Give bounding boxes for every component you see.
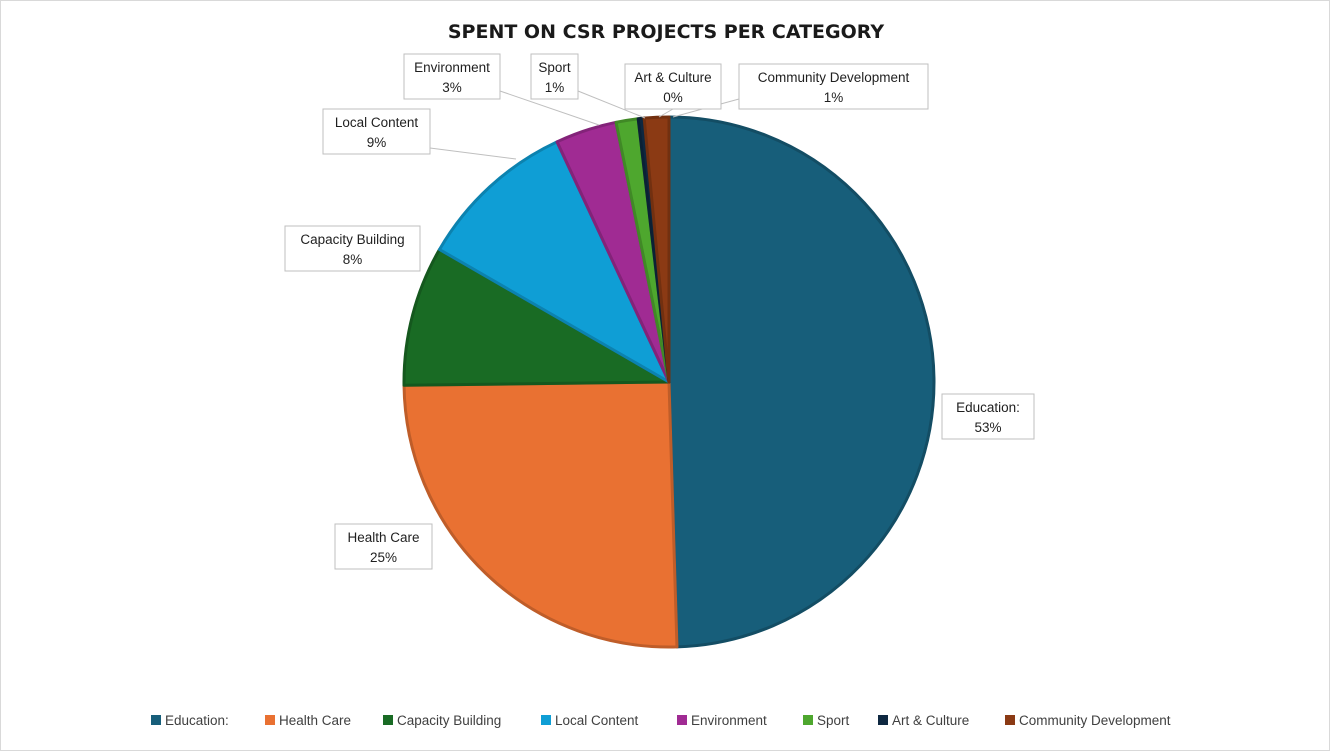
data-label-category: Environment	[414, 60, 490, 75]
legend-swatch	[803, 715, 813, 725]
data-label-category: Sport	[538, 60, 571, 75]
data-label-category: Education:	[956, 400, 1020, 415]
data-label-category: Local Content	[335, 115, 419, 130]
legend-label: Health Care	[279, 713, 351, 728]
labels-layer: Education: 53% Health Care 25% Capacity Buil…	[284, 53, 1035, 570]
data-label-value: 3%	[442, 80, 462, 95]
legend-item-community-development: Community Development	[1005, 713, 1171, 728]
legend-label: Community Development	[1019, 713, 1171, 728]
slices-layer	[402, 115, 936, 649]
leader-line	[429, 147, 517, 160]
legend-label: Art & Culture	[892, 713, 969, 728]
legend-label: Sport	[817, 713, 850, 728]
legend-item-art-culture: Art & Culture	[878, 713, 969, 728]
legend-label: Education:	[165, 713, 229, 728]
legend-item-capacity-building: Capacity Building	[383, 713, 501, 728]
legend-swatch	[541, 715, 551, 725]
legend-item-environment: Environment	[677, 713, 767, 728]
chart-title: SPENT ON CSR PROJECTS PER CATEGORY	[448, 21, 885, 43]
data-label-box	[530, 53, 579, 100]
data-label-box	[322, 108, 431, 155]
legend-label: Local Content	[555, 713, 639, 728]
legend-swatch	[151, 715, 161, 725]
data-label-value: 53%	[974, 420, 1001, 435]
legend-swatch	[265, 715, 275, 725]
data-label-education: Education: 53%	[941, 393, 1035, 440]
data-label-value: 1%	[824, 90, 844, 105]
legend-label: Environment	[691, 713, 767, 728]
data-label-box	[403, 53, 501, 100]
data-label-box	[334, 523, 433, 570]
data-label-category: Health Care	[347, 530, 419, 545]
leader-line	[577, 90, 646, 119]
leaders-layer	[429, 90, 740, 160]
data-label-value: 1%	[545, 80, 565, 95]
legend-swatch	[677, 715, 687, 725]
legend-item-health-care: Health Care	[265, 713, 351, 728]
legend-item-education: Education:	[151, 713, 229, 728]
data-label-value: 9%	[367, 135, 387, 150]
slice-local-content	[438, 140, 671, 384]
legend-item-sport: Sport	[803, 713, 850, 728]
leader-line	[658, 108, 674, 118]
legend-item-local-content: Local Content	[541, 713, 639, 728]
data-label-sport: Sport 1%	[530, 53, 579, 100]
data-label-box	[284, 225, 421, 272]
slice-health-care	[402, 380, 679, 649]
data-label-capacity-building: Capacity Building 8%	[284, 225, 421, 272]
data-label-box	[941, 393, 1035, 440]
data-label-box	[738, 63, 929, 110]
legend: Education: Health Care Capacity Building Lo…	[151, 713, 1171, 728]
leader-line	[499, 90, 600, 126]
legend-swatch	[878, 715, 888, 725]
legend-swatch	[1005, 715, 1015, 725]
data-label-category: Capacity Building	[300, 232, 404, 247]
data-label-value: 8%	[343, 252, 363, 267]
slice-education	[667, 115, 936, 649]
data-label-environment: Environment 3%	[403, 53, 501, 100]
legend-swatch	[383, 715, 393, 725]
data-label-category: Community Development	[758, 70, 910, 85]
data-label-value: 25%	[370, 550, 397, 565]
data-label-box	[624, 63, 722, 110]
data-label-art-culture: Art & Culture 0%	[624, 63, 722, 110]
data-label-value: 0%	[663, 90, 683, 105]
legend-label: Capacity Building	[397, 713, 501, 728]
data-label-category: Art & Culture	[634, 70, 711, 85]
data-label-health-care: Health Care 25%	[334, 523, 433, 570]
slice-capacity-building	[402, 248, 671, 387]
data-label-local-content: Local Content 9%	[322, 108, 431, 155]
data-label-community-development: Community Development 1%	[738, 63, 929, 110]
